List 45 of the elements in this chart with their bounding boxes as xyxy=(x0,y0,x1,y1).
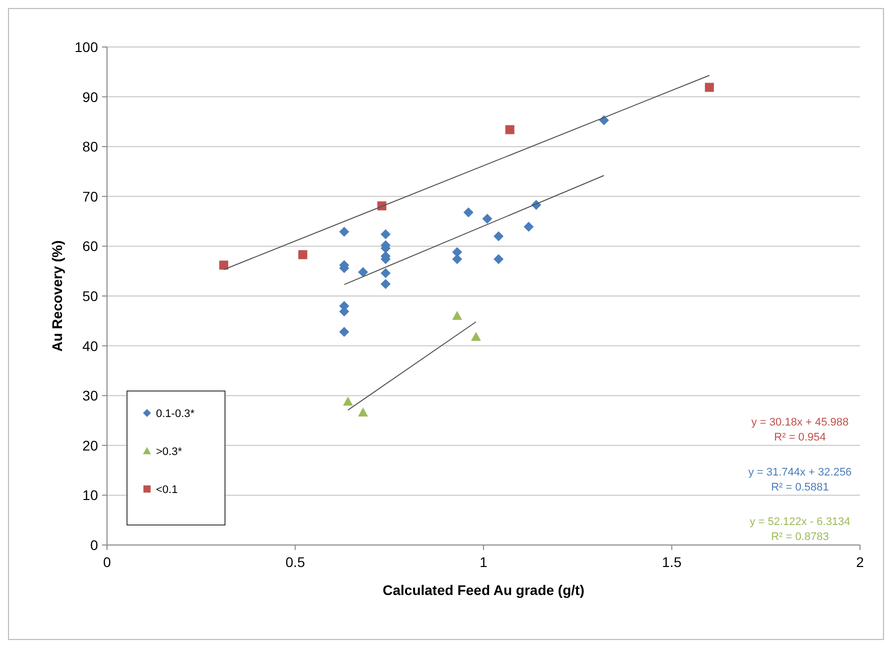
point xyxy=(380,229,391,240)
point xyxy=(298,250,308,260)
point xyxy=(358,408,368,417)
y-tick-label: 10 xyxy=(82,487,98,504)
point xyxy=(452,247,462,258)
point xyxy=(380,268,391,278)
annotation: y = 30.18x + 45.988 R² = 0.954 xyxy=(751,416,849,444)
point xyxy=(482,214,492,224)
point xyxy=(524,222,534,232)
y-axis-title: Au Recovery (%) xyxy=(49,240,65,352)
y-tick-label: 90 xyxy=(82,88,98,105)
legend-label: <0.1 xyxy=(156,484,178,496)
y-tick-label: 100 xyxy=(74,39,98,55)
x-tick-label: 2 xyxy=(856,554,864,570)
point xyxy=(339,226,350,237)
annotation: y = 52.122x - 6.3134 R² = 0.8783 xyxy=(750,516,850,544)
point xyxy=(380,279,391,290)
point xyxy=(704,82,714,92)
y-tick-label: 20 xyxy=(82,437,98,454)
point xyxy=(342,396,353,406)
x-tick-label: 1.5 xyxy=(662,554,682,570)
x-tick-label: 0 xyxy=(103,554,112,570)
y-tick-label: 40 xyxy=(82,338,98,354)
y-tick-label: 30 xyxy=(82,388,98,404)
point xyxy=(219,260,228,270)
point xyxy=(358,267,368,278)
point xyxy=(505,125,514,134)
point xyxy=(494,231,504,242)
point xyxy=(339,326,350,337)
x-tick-label: 0.5 xyxy=(286,554,306,570)
y-tick-label: 80 xyxy=(82,138,98,155)
annotation: y = 31.744x + 32.256 R² = 0.5881 xyxy=(748,466,852,494)
legend-label: >0.3* xyxy=(156,446,183,458)
legend-label: 0.1-0.3* xyxy=(156,408,196,420)
y-tick-label: 50 xyxy=(82,288,98,304)
y-tick-label: 0 xyxy=(90,537,98,553)
point xyxy=(463,207,474,218)
point xyxy=(494,254,504,264)
y-tick-label: 60 xyxy=(82,238,98,254)
y-tick-label: 70 xyxy=(82,188,98,204)
point xyxy=(470,332,481,341)
x-tick-label: 1 xyxy=(480,554,488,570)
point xyxy=(452,310,462,320)
x-axis-title: Calculated Feed Au grade (g/t) xyxy=(382,582,584,598)
point xyxy=(452,254,462,264)
